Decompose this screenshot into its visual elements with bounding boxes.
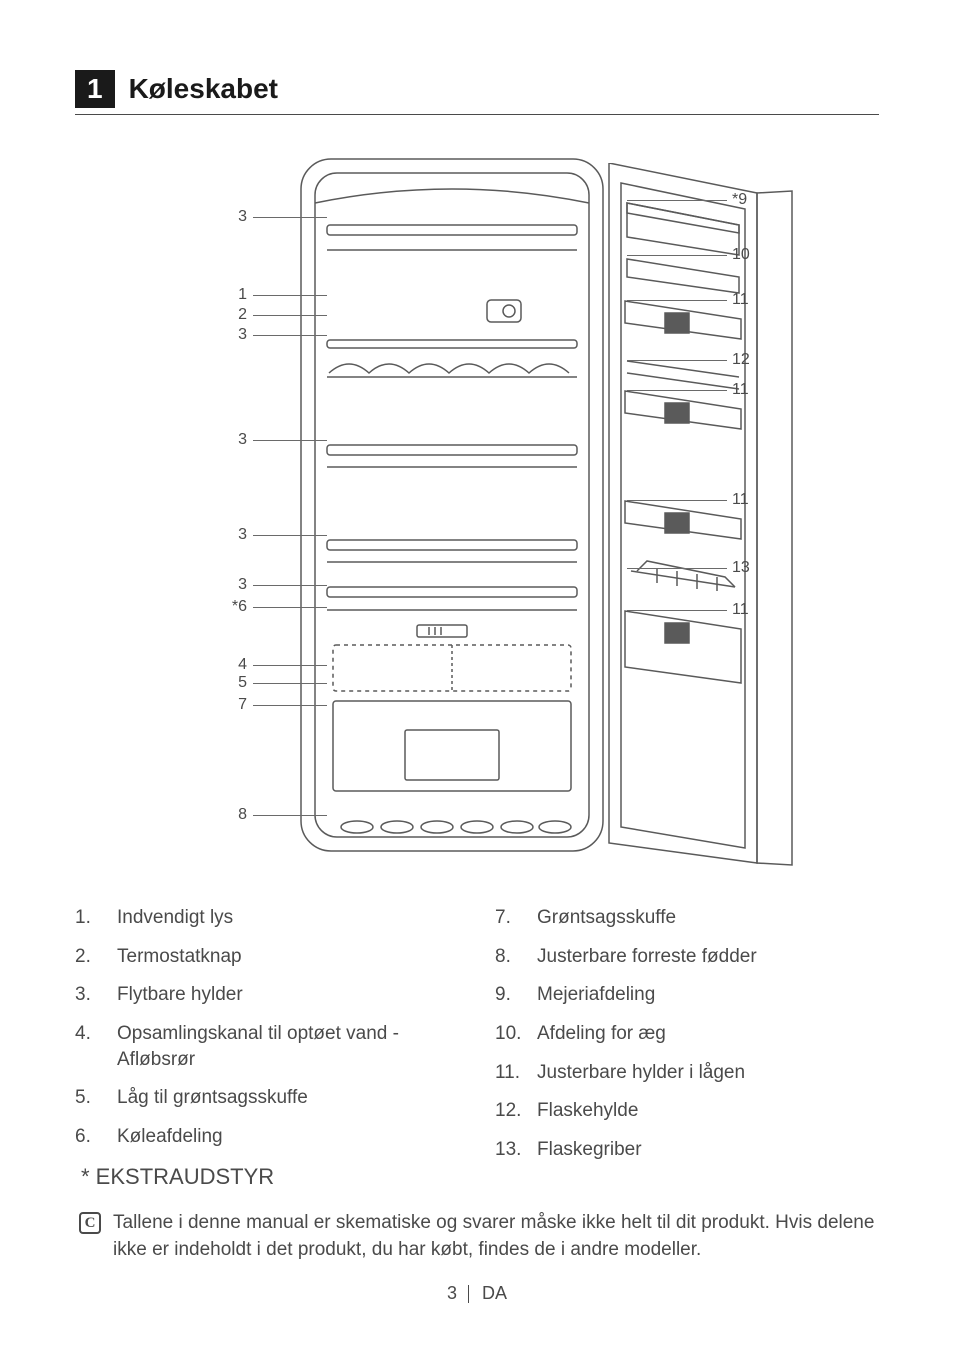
parts-item-label: Låg til grøntsagsskuffe	[117, 1085, 308, 1111]
parts-list-item: 5.Låg til grøntsagsskuffe	[75, 1085, 459, 1111]
diagram-leader-line	[253, 815, 327, 816]
parts-list-item: 2.Termostatknap	[75, 944, 459, 970]
info-note: C Tallene i denne manual er skematiske o…	[75, 1210, 879, 1263]
parts-item-label: Afdeling for æg	[537, 1021, 666, 1047]
diagram-leader-line	[627, 300, 727, 301]
diagram-leader-line	[253, 295, 327, 296]
parts-item-label: Køleafdeling	[117, 1124, 223, 1150]
diagram-callout-left: 5	[238, 674, 247, 692]
parts-list-item: 11.Justerbare hylder i lågen	[495, 1060, 879, 1086]
parts-item-number: 7.	[495, 905, 537, 931]
diagram-callout-left: 7	[238, 696, 247, 714]
diagram-leader-line	[253, 683, 327, 684]
parts-item-number: 3.	[75, 982, 117, 1008]
parts-item-label: Flaskegriber	[537, 1137, 642, 1163]
parts-list-item: 6.Køleafdeling	[75, 1124, 459, 1150]
parts-item-label: Mejeriafdeling	[537, 982, 655, 1008]
diagram-callout-right: 13	[732, 559, 750, 577]
diagram-callout-left: 3	[238, 431, 247, 449]
parts-item-number: 11.	[495, 1060, 537, 1086]
extra-equipment-label: * EKSTRAUDSTYR	[81, 1162, 459, 1192]
parts-item-label: Opsamlingskanal til optøet vand - Afløbs…	[117, 1021, 459, 1072]
parts-item-number: 10.	[495, 1021, 537, 1047]
refrigerator-diagram: 3123333*64578*910111211111311	[157, 155, 797, 875]
diagram-leader-line	[627, 610, 727, 611]
parts-list-left: 1.Indvendigt lys2.Termostatknap3.Flytbar…	[75, 905, 459, 1192]
diagram-leader-line	[253, 665, 327, 666]
diagram-callout-left: 3	[238, 326, 247, 344]
diagram-leader-line	[253, 335, 327, 336]
parts-item-label: Grøntsagsskuffe	[537, 905, 676, 931]
diagram-callout-left: 2	[238, 306, 247, 324]
parts-list-item: 8.Justerbare forreste fødder	[495, 944, 879, 970]
section-header: 1 Køleskabet	[75, 70, 879, 115]
parts-item-label: Flaskehylde	[537, 1098, 638, 1124]
diagram-leader-line	[253, 315, 327, 316]
diagram-callout-right: 11	[732, 381, 749, 399]
diagram-leader-line	[253, 440, 327, 441]
parts-list-item: 7.Grøntsagsskuffe	[495, 905, 879, 931]
diagram-leader-line	[627, 200, 727, 201]
parts-list-item: 12.Flaskehylde	[495, 1098, 879, 1124]
diagram-leader-line	[253, 607, 327, 608]
diagram-leader-line	[253, 217, 327, 218]
diagram-callout-right: 10	[732, 246, 750, 264]
fridge-body-illustration	[297, 155, 607, 875]
parts-item-number: 1.	[75, 905, 117, 931]
parts-list-item: 13.Flaskegriber	[495, 1137, 879, 1163]
parts-item-number: 12.	[495, 1098, 537, 1124]
diagram-callout-left: 3	[238, 576, 247, 594]
parts-list: 1.Indvendigt lys2.Termostatknap3.Flytbar…	[75, 905, 879, 1192]
diagram-leader-line	[627, 360, 727, 361]
parts-item-number: 6.	[75, 1124, 117, 1150]
diagram-callout-left: 3	[238, 526, 247, 544]
page-number: 3	[447, 1283, 457, 1303]
section-title: Køleskabet	[129, 73, 278, 105]
diagram-leader-line	[253, 705, 327, 706]
parts-item-label: Justerbare forreste fødder	[537, 944, 757, 970]
page-footer: 3 DA	[0, 1283, 954, 1304]
diagram-container: 3123333*64578*910111211111311	[75, 155, 879, 875]
parts-item-label: Indvendigt lys	[117, 905, 233, 931]
diagram-callout-right: 11	[732, 291, 749, 309]
parts-list-item: 1.Indvendigt lys	[75, 905, 459, 931]
diagram-callout-left: 4	[238, 656, 247, 674]
parts-item-number: 9.	[495, 982, 537, 1008]
diagram-leader-line	[627, 568, 727, 569]
diagram-leader-line	[253, 585, 327, 586]
info-note-text: Tallene i denne manual er skematiske og …	[113, 1210, 879, 1263]
diagram-callout-left: *6	[232, 598, 247, 616]
footer-separator	[468, 1285, 469, 1303]
page-language: DA	[482, 1283, 507, 1303]
section-number-badge: 1	[75, 70, 115, 108]
parts-list-right: 7.Grøntsagsskuffe8.Justerbare forreste f…	[495, 905, 879, 1192]
parts-item-label: Flytbare hylder	[117, 982, 243, 1008]
parts-list-item: 4.Opsamlingskanal til optøet vand - Aflø…	[75, 1021, 459, 1072]
diagram-leader-line	[627, 390, 727, 391]
diagram-leader-line	[627, 255, 727, 256]
parts-list-item: 10.Afdeling for æg	[495, 1021, 879, 1047]
diagram-callout-right: 11	[732, 601, 749, 619]
diagram-callout-right: 11	[732, 491, 749, 509]
diagram-leader-line	[253, 535, 327, 536]
parts-item-number: 13.	[495, 1137, 537, 1163]
parts-item-label: Justerbare hylder i lågen	[537, 1060, 745, 1086]
diagram-callout-left: 8	[238, 806, 247, 824]
parts-item-number: 8.	[495, 944, 537, 970]
parts-item-number: 4.	[75, 1021, 117, 1072]
info-icon: C	[79, 1212, 101, 1234]
diagram-leader-line	[627, 500, 727, 501]
parts-item-number: 2.	[75, 944, 117, 970]
diagram-callout-left: 3	[238, 208, 247, 226]
diagram-callout-right: *9	[732, 191, 747, 209]
diagram-callout-right: 12	[732, 351, 750, 369]
parts-item-label: Termostatknap	[117, 944, 242, 970]
parts-list-item: 3.Flytbare hylder	[75, 982, 459, 1008]
fridge-door-illustration	[607, 163, 797, 875]
diagram-callout-left: 1	[238, 286, 247, 304]
parts-item-number: 5.	[75, 1085, 117, 1111]
parts-list-item: 9.Mejeriafdeling	[495, 982, 879, 1008]
